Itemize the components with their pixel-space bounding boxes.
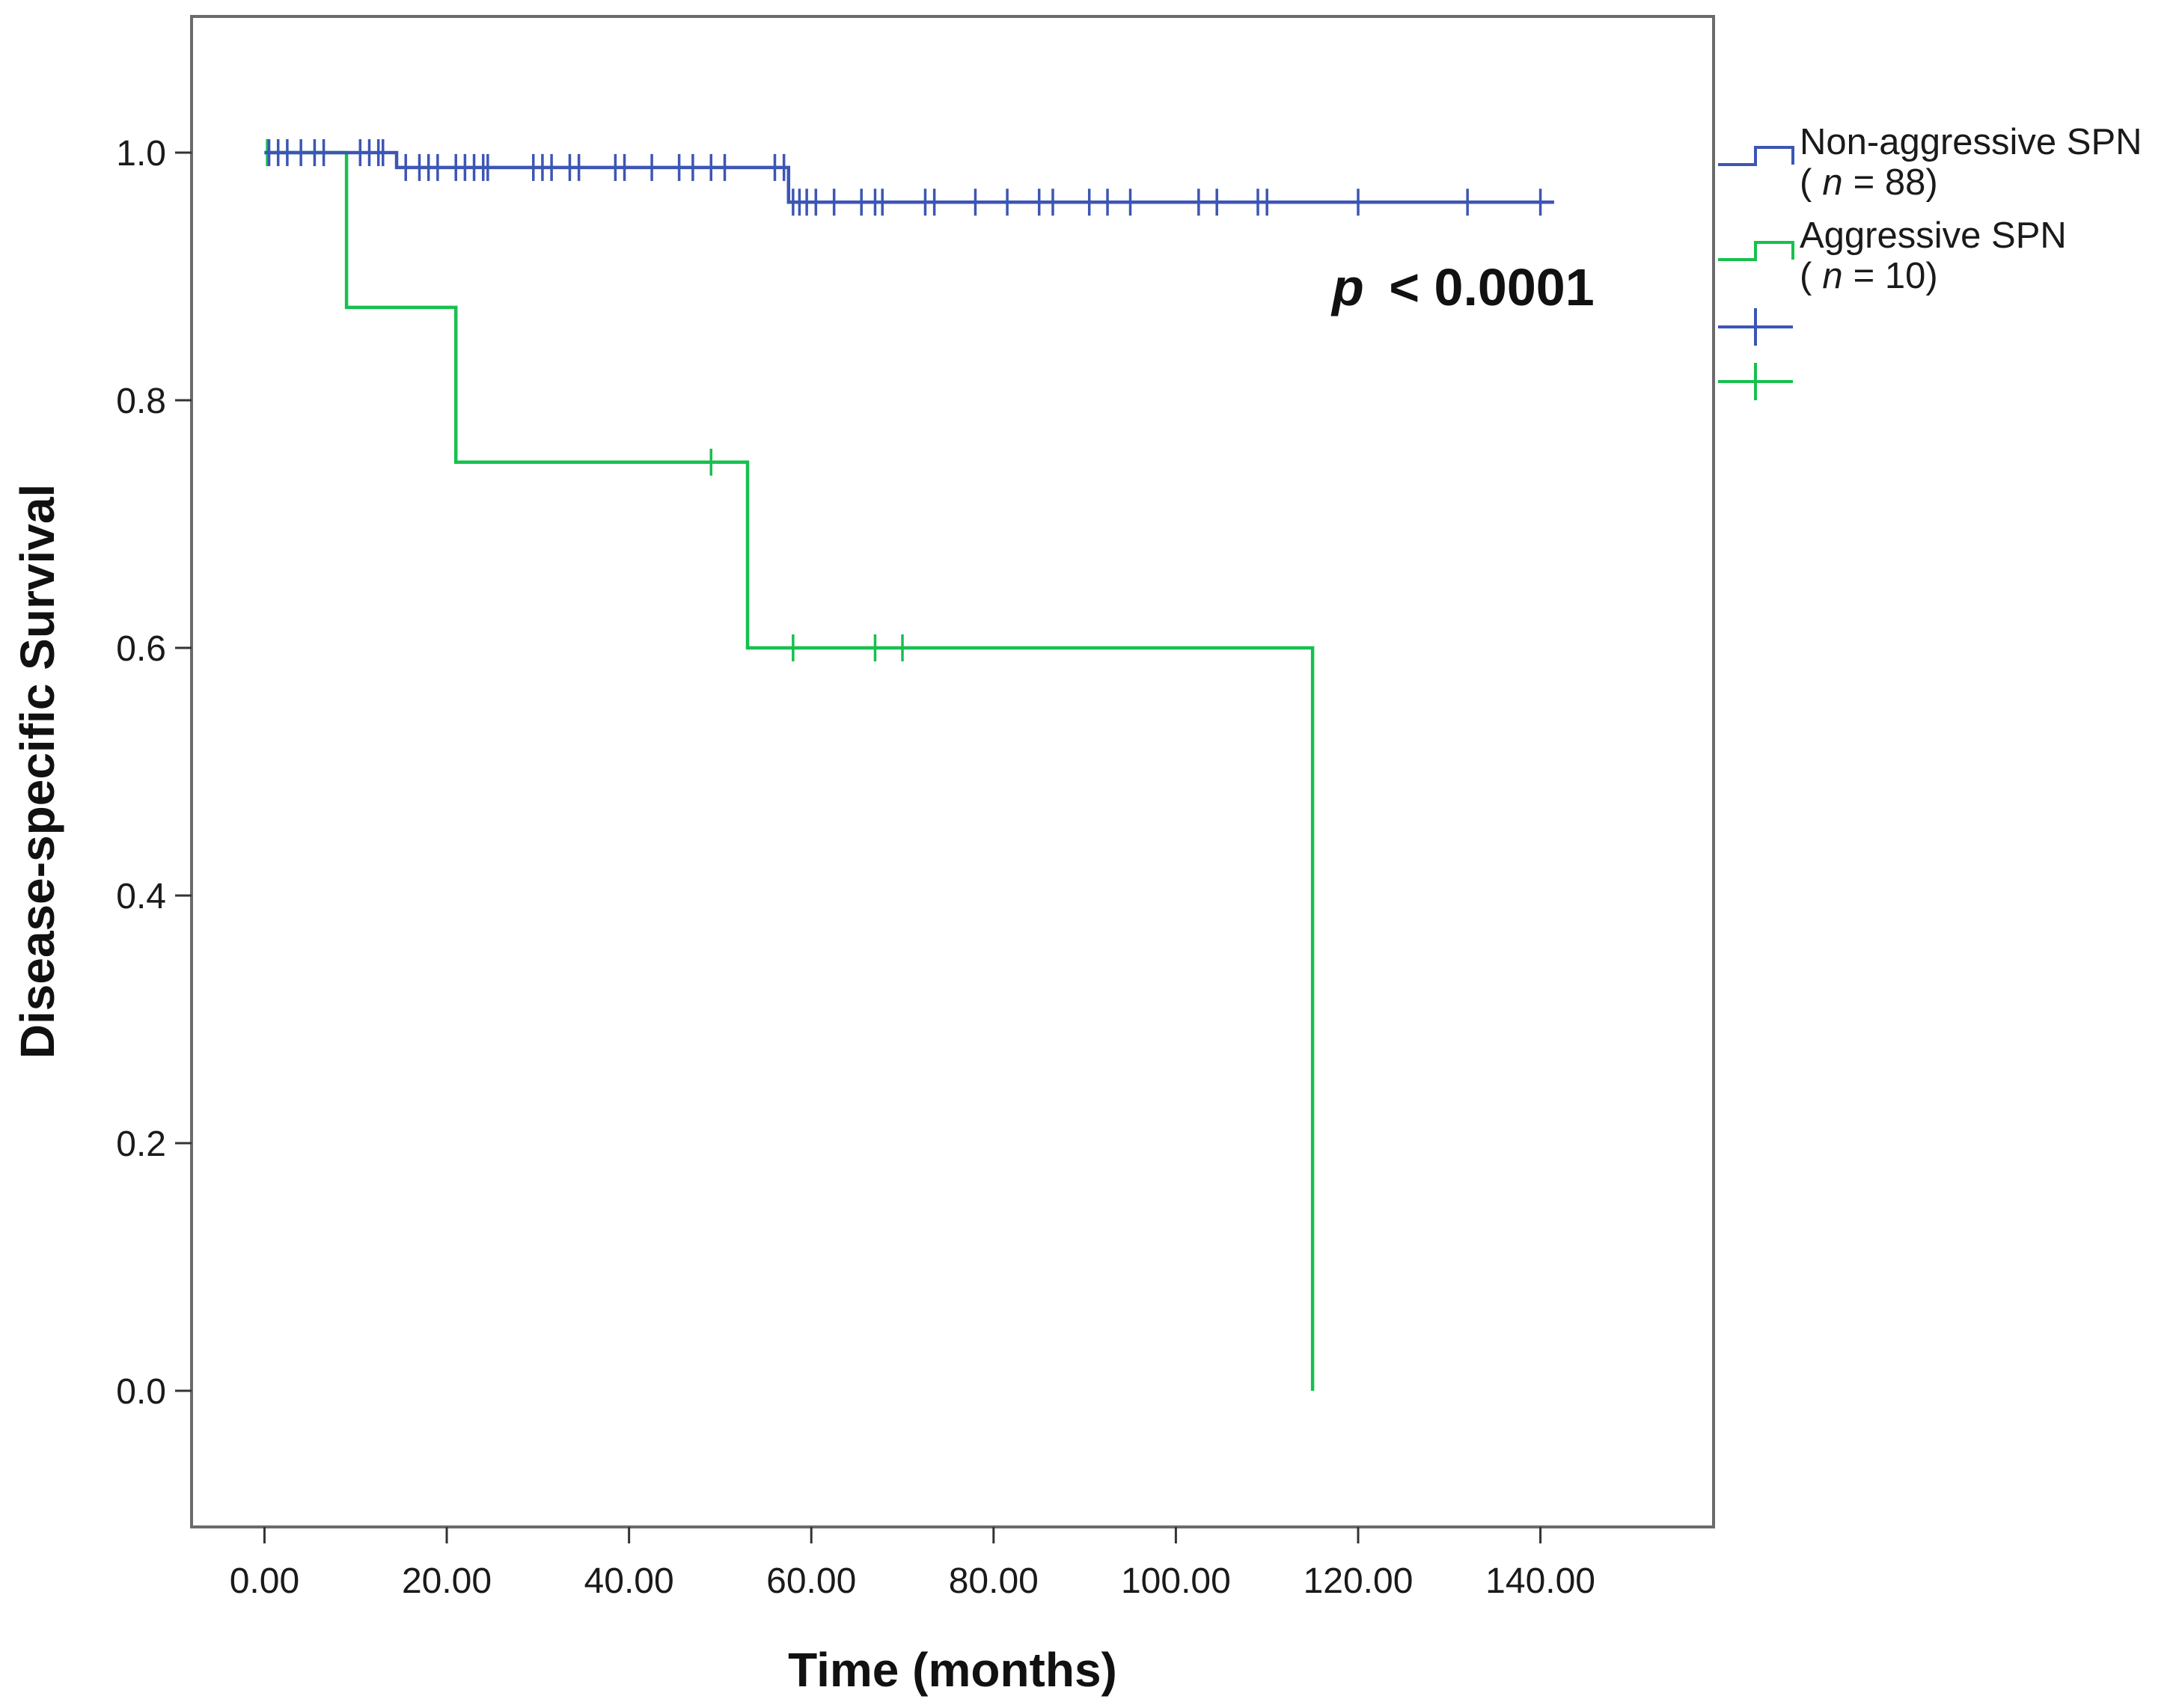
legend-n-value: = 10 xyxy=(1854,256,1926,296)
y-axis: 0.0 0.2 0.4 0.6 0.8 1.0 xyxy=(116,134,192,1412)
y-tick-label: 0.8 xyxy=(116,382,166,421)
legend: Non-aggressive SPN (n = 88) Aggressive SP… xyxy=(1718,122,2142,400)
p-value-text: < 0.0001 xyxy=(1389,258,1594,316)
x-axis: 0.00 20.00 40.00 60.00 80.00 100.00 120.00 140.… xyxy=(230,1527,1595,1601)
legend-swatch-non-aggressive xyxy=(1718,146,1794,166)
x-tick-label: 80.00 xyxy=(949,1561,1039,1601)
y-tick-label: 1.0 xyxy=(116,134,166,174)
survival-curve-non-aggressive xyxy=(264,150,1554,204)
legend-swatch-aggressive xyxy=(1718,241,1794,261)
legend-n-non-aggressive: (n = 88) xyxy=(1800,162,1938,203)
legend-n-aggressive: (n = 10) xyxy=(1800,256,1938,296)
p-value-annotation: p < 0.0001 xyxy=(1330,258,1595,316)
y-tick-label: 0.4 xyxy=(116,877,166,916)
y-tick-label: 0.6 xyxy=(116,629,166,669)
legend-n-symbol: n xyxy=(1822,256,1842,296)
legend-n-symbol: n xyxy=(1822,162,1842,203)
survival-curve-aggressive xyxy=(264,150,1315,1391)
x-tick-label: 20.00 xyxy=(402,1561,492,1601)
y-tick-label: 0.0 xyxy=(116,1372,166,1412)
y-axis-title: Disease-specific Survival xyxy=(10,484,64,1059)
x-tick-label: 40.00 xyxy=(584,1561,674,1601)
x-axis-title: Time (months) xyxy=(788,1643,1117,1697)
legend-label-non-aggressive: Non-aggressive SPN xyxy=(1800,122,2142,162)
x-tick-label: 0.00 xyxy=(230,1561,299,1601)
x-tick-label: 120.00 xyxy=(1304,1561,1414,1601)
legend-n-value: = 88 xyxy=(1854,162,1926,203)
series-layer xyxy=(264,139,1554,1391)
x-tick-label: 100.00 xyxy=(1121,1561,1231,1601)
legend-censor-marker-aggressive xyxy=(1718,363,1793,400)
x-tick-label: 140.00 xyxy=(1485,1561,1595,1601)
legend-label-aggressive: Aggressive SPN xyxy=(1800,215,2067,256)
y-tick-label: 0.2 xyxy=(116,1124,166,1164)
p-value-symbol: p xyxy=(1330,258,1364,316)
plot-frame xyxy=(190,15,1715,1528)
legend-censor-marker-non-aggressive xyxy=(1718,308,1793,346)
x-tick-label: 60.00 xyxy=(766,1561,856,1601)
